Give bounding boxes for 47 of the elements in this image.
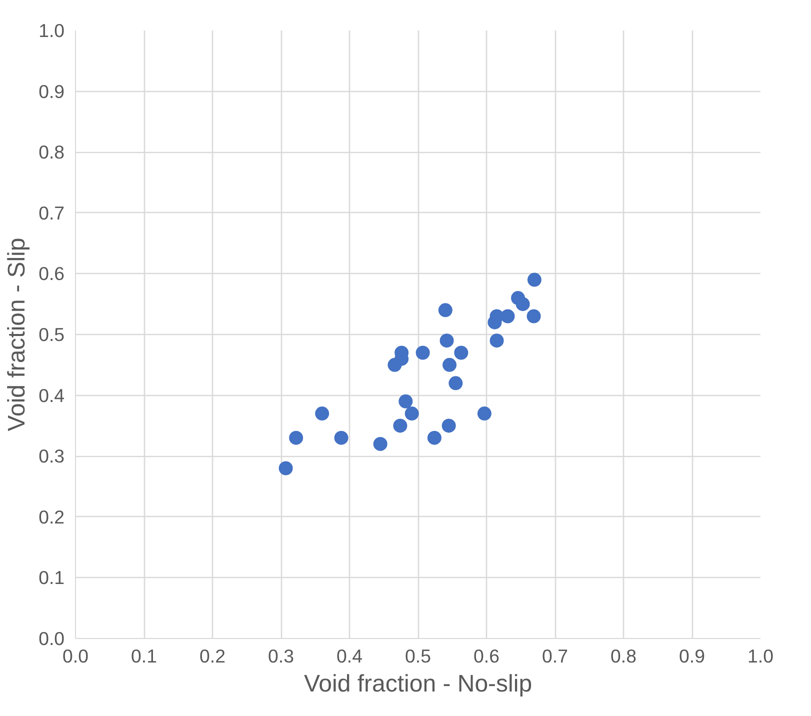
point: [393, 418, 408, 433]
x-tick-label: 0.7: [542, 646, 568, 666]
x-tick-label: 0.2: [200, 646, 226, 666]
x-tick-label: 0.1: [131, 646, 157, 666]
point: [388, 358, 402, 372]
x-axis-title: Void fraction - No-slip: [304, 670, 532, 698]
point: [440, 334, 454, 348]
point: [527, 272, 542, 287]
y-tick-label: 0.0: [38, 628, 65, 649]
y-tick-label: 0.1: [38, 567, 65, 588]
y-tick-label: 0.8: [38, 142, 65, 163]
point: [488, 315, 502, 330]
point: [289, 430, 304, 445]
y-tick-label: 0.3: [38, 446, 65, 467]
point: [373, 436, 388, 451]
x-tick-label: 0.3: [268, 646, 294, 666]
x-tick-label: 0.6: [474, 646, 500, 666]
point: [315, 406, 330, 421]
point: [490, 334, 504, 348]
x-tick-label: 0.8: [610, 646, 636, 666]
point: [278, 461, 293, 476]
point: [398, 394, 413, 408]
x-tick-label: 1.0: [748, 646, 774, 666]
y-tick-label: 1.0: [38, 20, 65, 41]
x-tick-label: 0.9: [679, 646, 705, 666]
x-tick-label: 0.0: [62, 646, 88, 666]
x-tick-label: 0.5: [405, 646, 431, 666]
point: [416, 346, 430, 360]
point: [427, 430, 442, 445]
point: [526, 309, 541, 324]
point: [477, 406, 492, 421]
point: [454, 346, 468, 360]
y-tick-label: 0.5: [38, 324, 65, 345]
point: [516, 297, 530, 312]
point: [334, 430, 348, 445]
y-axis-title: Void fraction - Slip: [4, 238, 31, 432]
point: [448, 376, 463, 390]
point: [438, 303, 452, 318]
y-tick-label: 0.6: [38, 263, 65, 284]
y-tick-label: 0.4: [38, 384, 65, 406]
y-tick-label: 0.2: [38, 506, 65, 528]
point: [442, 358, 457, 372]
y-tick-label: 0.7: [38, 202, 65, 224]
point: [442, 418, 456, 433]
x-tick-label: 0.4: [336, 646, 362, 666]
y-tick-label: 0.9: [38, 80, 65, 102]
point: [404, 406, 419, 421]
